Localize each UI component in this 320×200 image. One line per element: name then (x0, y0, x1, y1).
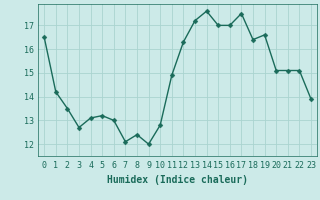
X-axis label: Humidex (Indice chaleur): Humidex (Indice chaleur) (107, 175, 248, 185)
